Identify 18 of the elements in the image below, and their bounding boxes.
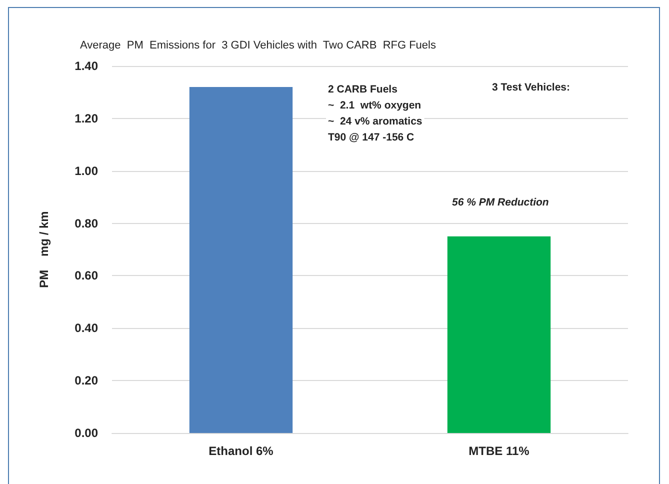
y-axis-title: PM mg / km: [37, 211, 51, 288]
y-tick-label: 0.80: [74, 216, 98, 230]
annotation: T90 @ 147 -156 C: [328, 132, 415, 144]
y-tick-label: 1.00: [74, 164, 98, 178]
x-tick-label: MTBE 11%: [468, 444, 530, 458]
annotation: 3 Test Vehicles:: [492, 82, 570, 94]
annotation: 2 CARB Fuels: [328, 84, 398, 96]
annotation: ~ 2.1 wt% oxygen: [328, 100, 422, 112]
y-tick-label: 0.20: [74, 374, 98, 388]
y-tick-label: 0.40: [74, 321, 98, 336]
annotation: 56 % PM Reduction: [452, 196, 549, 208]
x-tick-label: Ethanol 6%: [208, 444, 274, 458]
y-tick-label: 1.20: [74, 111, 98, 126]
annotation: ~ 24 v% aromatics: [328, 116, 422, 128]
chart-title: Average PM Emissions for 3 GDI Vehicles with Two CARB RFG Fuels: [80, 40, 436, 52]
y-tick-label: 1.40: [74, 59, 98, 73]
y-tick-label: 0.60: [74, 268, 98, 283]
y-tick-label: 0.00: [74, 426, 98, 440]
